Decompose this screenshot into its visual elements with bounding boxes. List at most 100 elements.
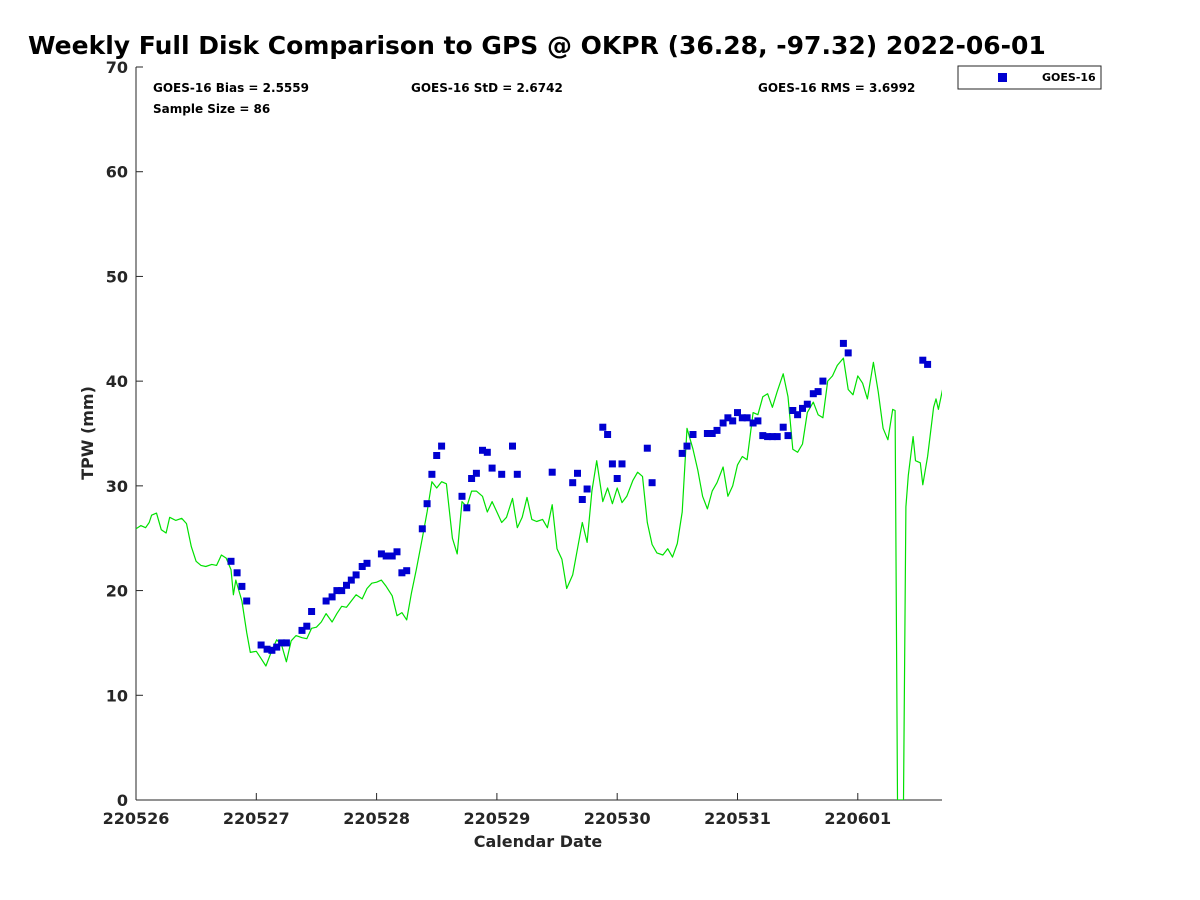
goes-point — [708, 430, 716, 437]
goes-point — [803, 400, 811, 408]
goes-point — [273, 643, 281, 651]
goes-point — [759, 432, 767, 440]
goes-point — [363, 559, 371, 567]
goes-series — [227, 339, 932, 654]
goes-point — [227, 557, 235, 565]
goes-point — [703, 430, 711, 437]
goes-point — [347, 576, 355, 584]
goes-point — [418, 525, 426, 533]
goes-point — [773, 433, 781, 441]
x-tick-label: 220601 — [824, 809, 891, 828]
goes-point — [308, 608, 316, 615]
goes-point — [583, 485, 591, 493]
goes-point — [738, 414, 746, 422]
goes-point — [298, 626, 306, 634]
goes-point — [403, 567, 411, 575]
legend-label: GOES-16 — [1042, 71, 1096, 84]
goes-point — [322, 597, 330, 605]
y-tick-label: 60 — [106, 163, 128, 182]
goes-point — [648, 479, 656, 487]
goes-point — [438, 442, 446, 450]
goes-point — [233, 569, 241, 577]
x-tick-label: 220526 — [103, 809, 170, 828]
x-tick-label: 220528 — [343, 809, 410, 828]
goes-point — [743, 414, 751, 422]
goes-point — [328, 593, 336, 601]
goes-point — [343, 581, 350, 589]
stat-rms: GOES-16 RMS = 3.6992 — [758, 81, 915, 95]
goes-point — [243, 597, 251, 605]
goes-point — [734, 409, 741, 417]
goes-point — [377, 550, 385, 558]
goes-point — [789, 407, 797, 414]
goes-point — [618, 460, 626, 468]
goes-point — [604, 431, 612, 438]
y-tick-label: 10 — [106, 686, 128, 705]
goes-point — [257, 641, 265, 649]
goes-point — [713, 426, 721, 434]
x-ticks: 220526 220527 220528 220529 220530 220531 2206… — [103, 793, 891, 828]
goes-point — [719, 419, 727, 427]
goes-point — [333, 587, 341, 595]
goes-point — [819, 377, 827, 385]
goes-point — [388, 552, 396, 560]
goes-point — [729, 417, 737, 425]
goes-point — [749, 419, 757, 427]
goes-point — [784, 432, 792, 440]
goes-point — [423, 500, 431, 508]
goes-point — [398, 569, 406, 577]
goes-point — [919, 356, 927, 364]
goes-point — [358, 563, 366, 570]
goes-point — [754, 417, 762, 425]
y-tick-label: 30 — [106, 477, 128, 496]
legend: GOES-16 — [957, 65, 1102, 90]
stat-std: GOES-16 StD = 2.6742 — [411, 81, 563, 95]
goes-point — [643, 444, 651, 452]
plot-area: 0 10 20 30 40 50 60 70 220526 220527 220528 220529… — [103, 58, 942, 828]
goes-point — [433, 452, 441, 459]
goes-point — [238, 582, 246, 590]
goes-point — [382, 552, 390, 560]
goes-point — [263, 645, 271, 653]
goes-point — [578, 496, 586, 503]
goes-point — [472, 469, 480, 477]
x-tick-label: 220530 — [584, 809, 651, 828]
x-tick-label: 220531 — [704, 809, 771, 828]
y-tick-label: 70 — [106, 58, 128, 77]
goes-point — [799, 404, 806, 412]
goes-point — [479, 446, 486, 454]
goes-point — [574, 469, 581, 477]
gps-line — [136, 357, 942, 800]
goes-point — [458, 492, 466, 500]
goes-point — [814, 388, 822, 396]
x-tick-label: 220529 — [463, 809, 530, 828]
x-axis-label: Calendar Date — [474, 832, 603, 851]
goes-point — [794, 411, 802, 419]
goes-point — [278, 639, 286, 647]
y-tick-label: 20 — [106, 582, 128, 601]
y-ticks: 0 10 20 30 40 50 60 70 — [106, 58, 143, 810]
goes-point — [844, 349, 852, 357]
goes-point — [689, 431, 697, 438]
goes-point — [268, 646, 276, 654]
goes-point — [839, 339, 847, 347]
legend-box — [957, 65, 1102, 90]
y-tick-label: 40 — [106, 372, 128, 391]
y-tick-label: 0 — [117, 791, 128, 810]
y-axis-label: TPW (mm) — [78, 386, 97, 480]
chart-title: Weekly Full Disk Comparison to GPS @ OKP… — [28, 31, 1046, 60]
stat-bias: GOES-16 Bias = 2.5559 — [153, 81, 309, 95]
goes-point — [513, 470, 521, 478]
goes-point — [428, 470, 436, 478]
goes-point — [608, 460, 616, 468]
goes-point — [548, 468, 556, 476]
goes-point — [488, 464, 496, 472]
goes-point — [683, 442, 691, 450]
goes-point — [768, 433, 776, 441]
goes-point — [569, 479, 577, 487]
goes-point — [338, 587, 346, 595]
goes-point — [498, 470, 506, 478]
goes-point — [924, 360, 932, 368]
goes-point — [724, 414, 732, 422]
